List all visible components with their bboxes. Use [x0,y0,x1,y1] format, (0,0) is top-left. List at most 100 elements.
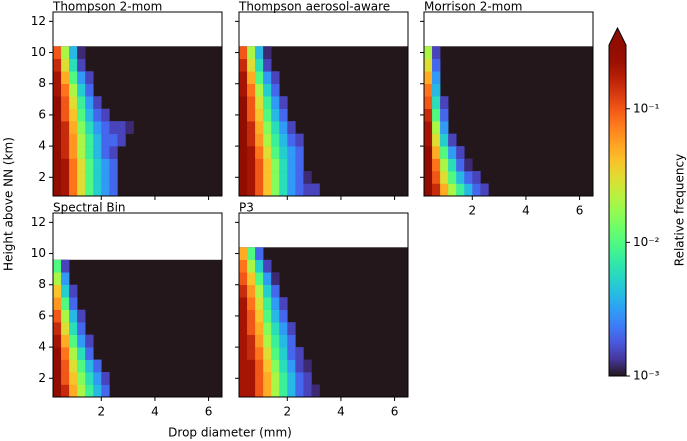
heatmap-cell [93,158,102,172]
heatmap-cell [77,183,86,197]
heatmap-cell [239,247,248,261]
heatmap-cell [53,384,62,398]
heatmap-cell [69,183,78,197]
heatmap-cell [247,171,256,184]
heatmap-cell [125,121,134,134]
heatmap-cell [101,171,110,184]
colorbar-tick-label: 10⁻¹ [633,101,660,115]
panel: 2 4 6 2 4 6 8 10 12 Spectral Bin [31,201,223,419]
heatmap-cell [472,183,481,197]
heatmap-cell [61,83,70,97]
heatmap-cell [93,359,102,373]
heatmap-cell [77,334,86,348]
heatmap-cell [424,183,433,197]
heatmap-cell [247,272,256,286]
heatmap-cell [424,71,433,85]
heatmap-cell [61,133,70,147]
heatmap-cell [279,334,288,348]
heatmap-cell [101,158,110,172]
colorbar-tick-label: 10⁻³ [633,369,660,383]
heatmap-cell [424,96,433,109]
heatmap-cell [303,384,312,398]
heatmap-cell [61,96,70,109]
heatmap-cell [53,83,62,97]
heatmap-cell [239,259,248,273]
heatmap-cell [239,334,248,348]
heatmap-cell [247,133,256,147]
heatmap-cell [109,158,118,172]
y-tick-label: 2 [38,371,46,385]
heatmap-cell [271,347,280,360]
heatmap-cell [247,284,256,298]
heatmap-cell [255,309,264,323]
heatmap-cell [239,309,248,323]
heatmap-cell [448,146,457,159]
heatmap-cell [53,121,62,134]
heatmap-cell [279,359,288,373]
heatmap-cell [440,121,449,134]
heatmap-cell [239,71,248,85]
heatmap-cell [432,121,441,134]
heatmap-cell [77,133,86,147]
x-tick-label: 4 [151,405,159,419]
heatmap-cell [303,171,312,184]
heatmap-cell [61,121,70,134]
heatmap-cell [69,96,78,109]
y-tick-label: 6 [38,107,46,121]
heatmap-cell [69,58,78,72]
heatmap-cell [263,71,272,85]
heatmap-cell [53,96,62,109]
heatmap-cell [295,384,304,398]
panel-title: Thompson aerosol-aware [238,0,390,14]
heatmap-cell [255,46,264,60]
heatmap-cell [271,359,280,373]
x-tick-label: 6 [576,204,584,218]
heatmap-cell [424,158,433,172]
heatmap-cell [85,384,94,398]
heatmap-cell [85,121,94,134]
heatmap-cell [239,83,248,97]
heatmap-cell [61,297,70,310]
heatmap-cell [448,183,457,197]
y-tick-label: 4 [38,139,46,153]
heatmap-cell [69,108,78,122]
heatmap-cell [93,121,102,134]
heatmap-cell [255,247,264,261]
panel: 2 4 6 Morrison 2-mom [420,0,594,218]
heatmap-cell [93,372,102,385]
heatmap-cell [85,71,94,85]
heatmap-cell [432,46,441,60]
plot-frame [52,212,223,398]
heatmap-cell [101,121,110,134]
heatmap-cell [77,372,86,385]
heatmap-cell [424,121,433,134]
heatmap-cell [77,46,86,60]
heatmap-cell [271,108,280,122]
heatmap-cell [295,133,304,147]
heatmap-cell [77,58,86,72]
heatmap-cell [279,133,288,147]
x-tick-label: 2 [97,405,105,419]
heatmap-cell [53,297,62,310]
heatmap-cell [93,146,102,159]
heatmap-cell [247,322,256,335]
heatmap-cell [247,372,256,385]
heatmap-cell [239,121,248,134]
heatmap-cell [263,183,272,197]
heatmap-cell [279,121,288,134]
heatmap-cell [287,133,296,147]
heatmap-cell [448,171,457,184]
heatmap-cell [69,146,78,159]
y-tick-label: 2 [38,170,46,184]
heatmap-cell [101,183,110,197]
heatmap-cell [424,58,433,72]
heatmap-cell [247,247,256,261]
x-axis-label: Drop diameter (mm) [168,426,292,440]
heatmap-cell [440,171,449,184]
heatmap-cell [85,158,94,172]
colorbar-label: Relative frequency [673,154,687,266]
y-tick-label: 8 [38,76,46,90]
heatmap-cell [432,183,441,197]
heatmap-cell [263,259,272,273]
heatmap-cell [263,121,272,134]
